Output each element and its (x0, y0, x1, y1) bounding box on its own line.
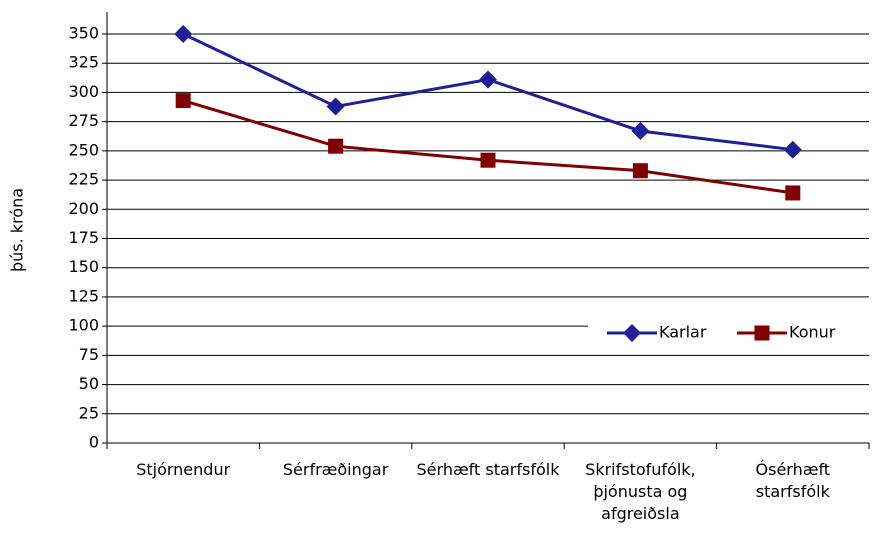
marker (479, 70, 497, 89)
marker (783, 140, 802, 159)
y-tick-label: 175 (68, 228, 99, 247)
y-tick-label: 250 (68, 140, 99, 159)
marker (480, 152, 496, 168)
legend-label: Karlar (659, 323, 707, 342)
y-tick-label: 50 (79, 374, 99, 393)
x-tick-label: Sérhæft starfsfólk (416, 460, 560, 479)
series-line (182, 32, 793, 152)
y-tick-label: 25 (79, 403, 99, 422)
legend-label: Konur (789, 323, 836, 342)
series-line (182, 99, 794, 195)
y-tick-label: 75 (79, 345, 99, 364)
marker (326, 97, 345, 116)
marker (175, 93, 191, 109)
marker (631, 121, 650, 140)
y-tick-label: 275 (68, 111, 99, 130)
marker (174, 25, 193, 43)
x-tick-label: Ósérhæft starfsfólk (755, 460, 831, 501)
marker (328, 138, 344, 154)
marker (632, 163, 648, 179)
y-tick-label: 300 (68, 82, 99, 101)
x-tick-label: Stjórnendur (136, 460, 231, 479)
y-tick-label: 350 (68, 24, 99, 43)
y-tick-label: 150 (68, 257, 99, 276)
y-tick-label: 325 (68, 53, 99, 72)
marker (785, 185, 801, 201)
legend-marker (754, 325, 770, 341)
legend-marker (623, 324, 641, 342)
y-tick-label: 225 (68, 170, 99, 189)
y-tick-label: 200 (68, 199, 99, 218)
y-axis-label: þús. króna (8, 188, 27, 272)
x-tick-label: Skrifstofufólk, þjónusta og afgreiðsla (585, 460, 696, 523)
y-tick-label: 100 (68, 316, 99, 335)
y-tick-label: 0 (89, 433, 99, 452)
x-tick-label: Sérfræðingar (282, 460, 389, 479)
y-tick-label: 125 (68, 286, 99, 305)
